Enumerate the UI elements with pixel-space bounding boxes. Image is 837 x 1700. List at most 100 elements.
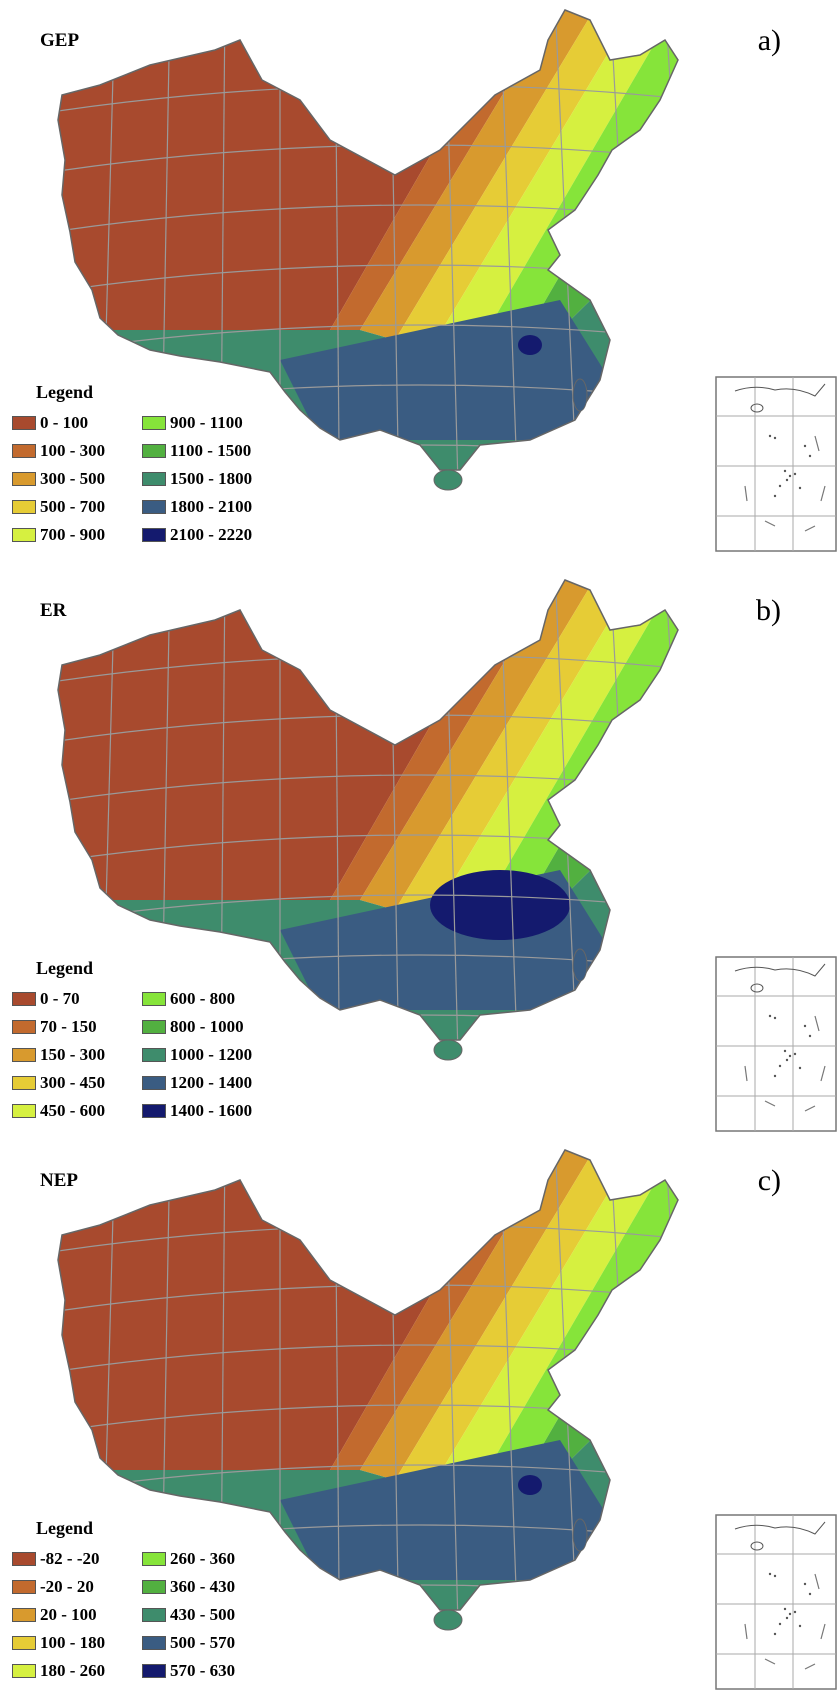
south-china-sea-inset xyxy=(715,956,837,1132)
legend-swatch xyxy=(142,1636,166,1650)
boundary-dashes xyxy=(744,435,826,532)
map-zone xyxy=(280,1440,610,1580)
legend-item: 500 - 700 xyxy=(12,493,142,521)
legend-item: 150 - 300 xyxy=(12,1041,142,1069)
legend-swatch xyxy=(12,1076,36,1090)
island xyxy=(808,454,812,458)
island xyxy=(572,948,588,982)
legend-label: 800 - 1000 xyxy=(170,1017,244,1036)
island xyxy=(803,444,807,448)
panel-label: a) xyxy=(757,24,781,57)
map-zone xyxy=(360,10,600,340)
island xyxy=(783,469,787,473)
legend-label: 1000 - 1200 xyxy=(170,1045,253,1064)
south-china-sea-inset xyxy=(715,1514,837,1690)
island xyxy=(768,1572,772,1576)
island xyxy=(785,1616,789,1620)
legend-item: 100 - 300 xyxy=(12,437,142,465)
island xyxy=(793,472,797,476)
legend-title: Legend xyxy=(36,1518,94,1538)
boundary-dashes xyxy=(744,1573,826,1670)
legend-item: 1000 - 1200 xyxy=(142,1041,292,1069)
island xyxy=(773,1632,777,1636)
country-outline xyxy=(57,1149,679,1611)
legend-label: 900 - 1100 xyxy=(170,413,243,432)
legend-item: 260 - 360 xyxy=(142,1545,292,1573)
island xyxy=(803,1582,807,1586)
legend-item: 20 - 100 xyxy=(12,1601,142,1629)
legend-label: 0 - 70 xyxy=(40,989,80,1008)
map-panel-nep: NEP c) Legend -82 - -20 -20 - 20 20 - 100 1… xyxy=(0,1140,837,1700)
legend: Legend -82 - -20 -20 - 20 20 - 100 100 - 18… xyxy=(12,1518,292,1685)
island xyxy=(773,436,777,440)
china-map-nep xyxy=(57,1149,679,1631)
map-zone xyxy=(430,580,678,930)
legend-swatch xyxy=(12,528,36,542)
legend-swatch xyxy=(142,472,166,486)
island xyxy=(785,1058,789,1062)
legend-item: 300 - 450 xyxy=(12,1069,142,1097)
boundary-dashes xyxy=(744,1015,826,1112)
panel-label: b) xyxy=(756,594,781,627)
map-zone xyxy=(395,580,640,920)
legend-swatch xyxy=(12,1664,36,1678)
legend-label: 100 - 180 xyxy=(40,1633,106,1652)
legend-item: 430 - 500 xyxy=(142,1601,292,1629)
map-zone xyxy=(518,335,542,355)
island xyxy=(572,1518,588,1552)
legend-swatch xyxy=(142,444,166,458)
legend-item: -82 - -20 xyxy=(12,1545,142,1573)
island xyxy=(783,1049,787,1053)
map-panel-er: ER b) Legend 0 - 70 70 - 150 150 - 300 300 … xyxy=(0,570,837,1132)
legend-label: 300 - 450 xyxy=(40,1073,106,1092)
legend-swatch xyxy=(12,1104,36,1118)
legend: Legend 0 - 70 70 - 150 150 - 300 300 - 450 4… xyxy=(12,958,292,1125)
legend-swatch xyxy=(12,1048,36,1062)
legend-item: 0 - 70 xyxy=(12,985,142,1013)
island xyxy=(773,1074,777,1078)
legend-item: 300 - 500 xyxy=(12,465,142,493)
legend-label: 500 - 700 xyxy=(40,497,106,516)
legend-swatch xyxy=(142,1608,166,1622)
map-zone xyxy=(518,1475,542,1495)
coastline xyxy=(734,1521,826,1535)
legend-label: 2100 - 2220 xyxy=(170,525,253,544)
legend-label: 0 - 100 xyxy=(40,413,89,432)
island xyxy=(773,1016,777,1020)
legend-item: 800 - 1000 xyxy=(142,1013,292,1041)
panel-label: c) xyxy=(757,1164,781,1197)
legend-label: -82 - -20 xyxy=(40,1549,100,1568)
legend-swatch xyxy=(142,528,166,542)
map-zone xyxy=(395,1150,640,1490)
island xyxy=(798,486,802,490)
legend-item: 1200 - 1400 xyxy=(142,1069,292,1097)
legend-label: 360 - 430 xyxy=(170,1577,236,1596)
legend-label: 450 - 600 xyxy=(40,1101,106,1120)
coastline xyxy=(734,963,826,977)
legend-label: 1200 - 1400 xyxy=(170,1073,253,1092)
legend-item: 600 - 800 xyxy=(142,985,292,1013)
graticule-line xyxy=(664,1150,678,1610)
legend-item: 570 - 630 xyxy=(142,1657,292,1685)
legend-swatch xyxy=(142,416,166,430)
legend-label: 500 - 570 xyxy=(170,1633,236,1652)
map-zone xyxy=(430,10,678,360)
legend-item: 100 - 180 xyxy=(12,1629,142,1657)
legend-grid: 0 - 70 70 - 150 150 - 300 300 - 450 450 - 60… xyxy=(12,985,292,1125)
panel-title: GEP xyxy=(40,30,80,51)
legend-swatch xyxy=(12,444,36,458)
island xyxy=(768,434,772,438)
island xyxy=(433,469,463,491)
map-zone xyxy=(430,870,570,940)
legend-label: 260 - 360 xyxy=(170,1549,236,1568)
map-zone xyxy=(280,300,610,440)
island xyxy=(803,1024,807,1028)
island xyxy=(788,1054,792,1058)
legend-item: 360 - 430 xyxy=(142,1573,292,1601)
legend-swatch xyxy=(12,500,36,514)
legend-swatch xyxy=(12,992,36,1006)
legend-label: -20 - 20 xyxy=(40,1577,94,1596)
legend-swatch xyxy=(12,1580,36,1594)
legend-item: 180 - 260 xyxy=(12,1657,142,1685)
island xyxy=(788,1612,792,1616)
